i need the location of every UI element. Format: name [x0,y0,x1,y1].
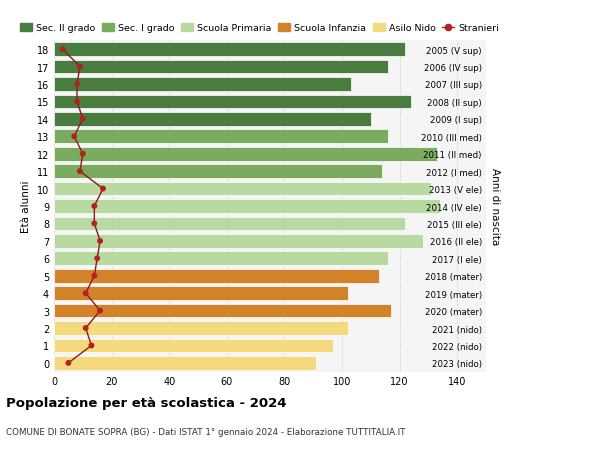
Bar [54,182,431,196]
Bar [54,252,388,265]
Legend: Sec. II grado, Sec. I grado, Scuola Primaria, Scuola Infanzia, Asilo Nido, Stran: Sec. II grado, Sec. I grado, Scuola Prim… [20,24,499,34]
Bar [54,78,350,92]
Point [64,359,73,367]
Bar [54,304,391,318]
Point [81,325,91,332]
Bar [54,287,348,300]
Point [95,307,105,314]
Bar [54,61,388,74]
Text: Popolazione per età scolastica - 2024: Popolazione per età scolastica - 2024 [6,396,287,409]
Point [92,255,102,263]
Bar [54,165,382,179]
Bar [54,130,388,144]
Point [58,46,67,54]
Point [78,151,88,158]
Point [95,238,105,245]
Bar [54,148,437,161]
Point [78,116,88,123]
Y-axis label: Età alunni: Età alunni [21,180,31,233]
Point [86,342,96,349]
Text: COMUNE DI BONATE SOPRA (BG) - Dati ISTAT 1° gennaio 2024 - Elaborazione TUTTITAL: COMUNE DI BONATE SOPRA (BG) - Dati ISTAT… [6,427,406,436]
Y-axis label: Anni di nascita: Anni di nascita [490,168,500,245]
Point [98,185,108,193]
Point [89,273,99,280]
Bar [54,235,422,248]
Point [72,99,82,106]
Point [75,168,85,175]
Bar [54,217,406,231]
Bar [54,339,334,353]
Point [70,133,79,140]
Bar [54,200,440,213]
Point [72,81,82,89]
Bar [54,43,406,57]
Point [75,64,85,71]
Bar [54,269,379,283]
Bar [54,113,371,126]
Bar [54,356,316,370]
Point [81,290,91,297]
Bar [54,95,411,109]
Point [89,220,99,228]
Point [89,203,99,210]
Bar [54,321,348,335]
